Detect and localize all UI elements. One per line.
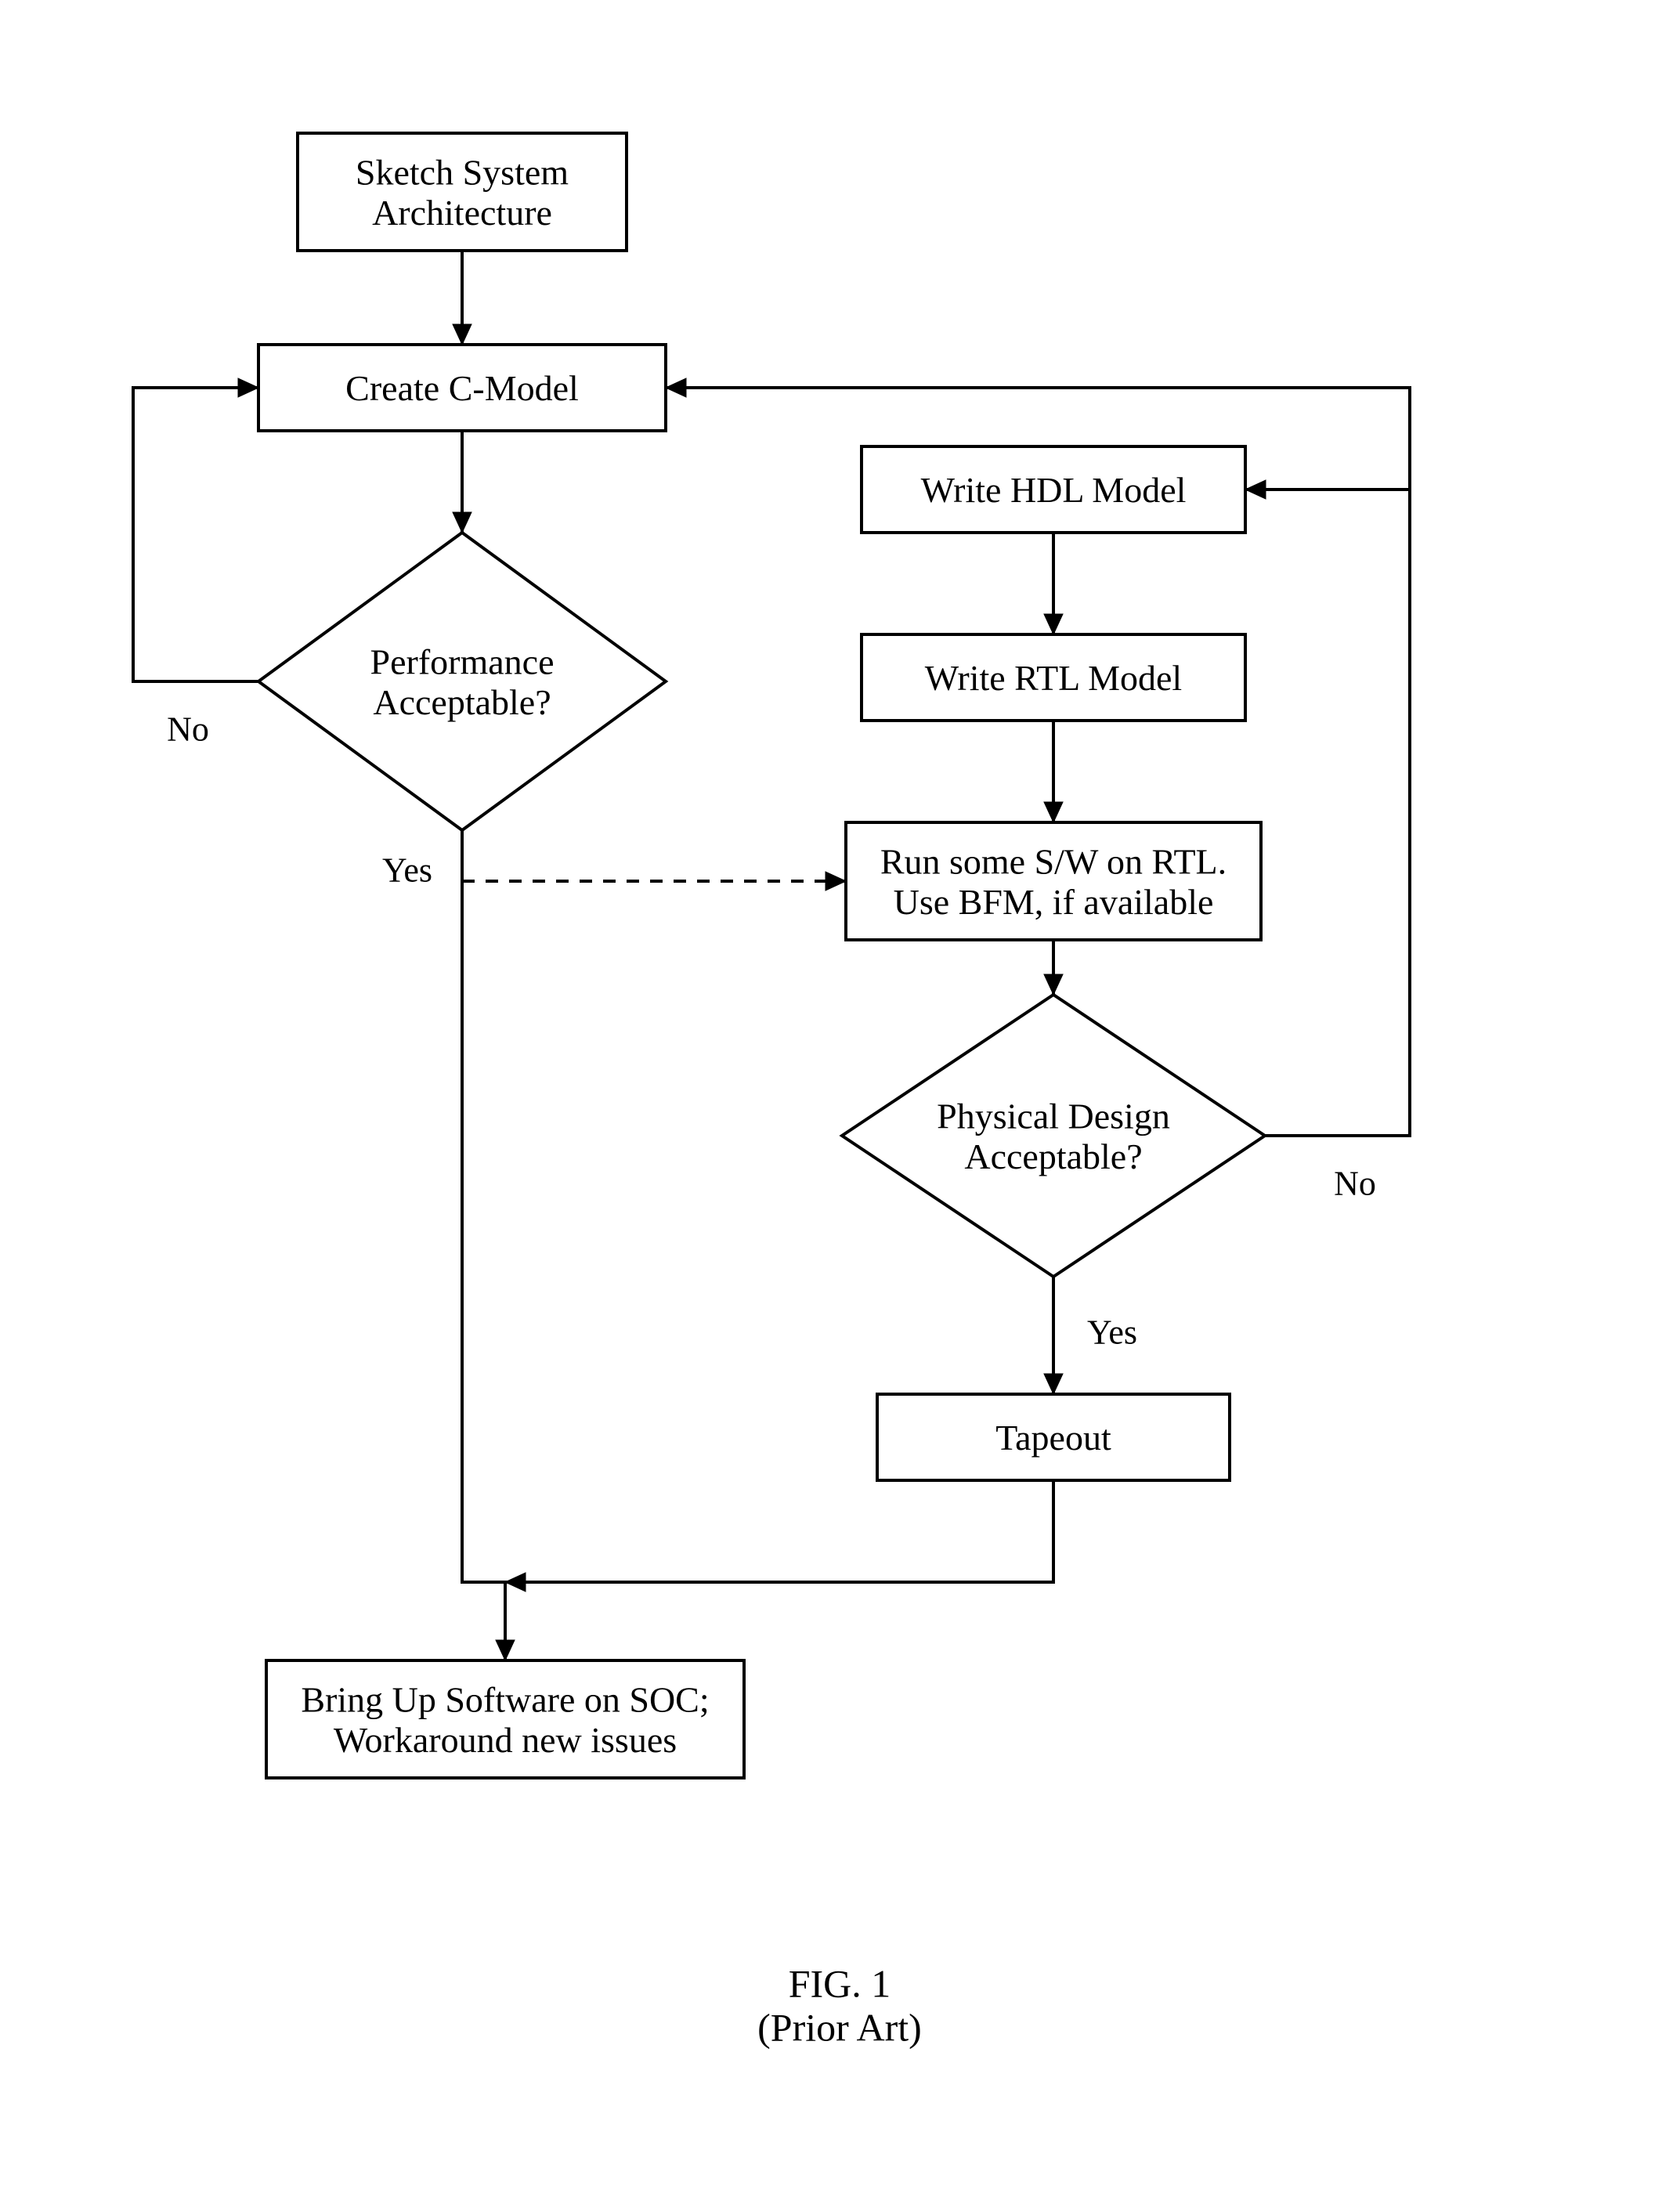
n_bring-label: Bring Up Software on SOC;Workaround new … <box>301 1679 709 1760</box>
e_perf_yes_down <box>462 830 505 1660</box>
n_perf-label: PerformanceAcceptable? <box>370 641 555 722</box>
e_tape_merge <box>505 1480 1053 1582</box>
arrowhead <box>1044 614 1063 634</box>
e_phys_no_loop-label: No <box>1334 1164 1376 1202</box>
n_phys-label: Physical DesignAcceptable? <box>937 1096 1170 1176</box>
arrowhead <box>496 1640 515 1660</box>
e_phys_no_loop <box>1245 490 1410 1136</box>
arrowhead <box>1245 480 1266 499</box>
n_arch-label: Sketch SystemArchitecture <box>356 152 569 233</box>
n_rtl-label: Write RTL Model <box>925 658 1182 698</box>
arrowhead <box>1044 1374 1063 1394</box>
n_cmodel-label: Create C-Model <box>345 368 579 408</box>
n_hdl-label: Write HDL Model <box>921 470 1187 510</box>
arrowhead <box>826 872 846 891</box>
arrowhead <box>1044 802 1063 822</box>
arrowhead <box>1044 974 1063 995</box>
e_perf_no_loop-label: No <box>167 710 209 748</box>
arrowhead <box>453 512 471 533</box>
e_perf_yes_down-label: Yes <box>382 851 432 889</box>
n_run-label: Run some S/W on RTL.Use BFM, if availabl… <box>880 841 1227 922</box>
n_tape-label: Tapeout <box>995 1418 1111 1458</box>
arrowhead <box>238 378 258 397</box>
e_perf_no_loop <box>133 388 258 681</box>
arrowhead <box>505 1573 526 1592</box>
figure-caption: FIG. 1(Prior Art) <box>757 1962 922 2050</box>
arrowhead <box>453 324 471 345</box>
e_phys_yes_tape-label: Yes <box>1087 1313 1137 1351</box>
arrowhead <box>666 378 686 397</box>
